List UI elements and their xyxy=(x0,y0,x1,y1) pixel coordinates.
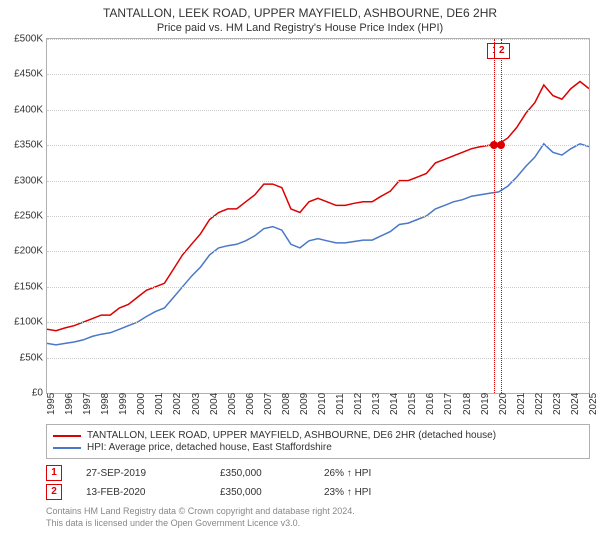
x-axis-label: 2002 xyxy=(172,393,183,415)
sale-marker-box: 2 xyxy=(494,43,510,59)
data-row: 1 27-SEP-2019 £350,000 26% ↑ HPI xyxy=(46,465,590,481)
x-axis-label: 2008 xyxy=(281,393,292,415)
x-axis-label: 2021 xyxy=(516,393,527,415)
x-axis-label: 2019 xyxy=(480,393,491,415)
gridline-h xyxy=(47,251,589,252)
y-axis-label: £500K xyxy=(3,34,43,45)
gridline-h xyxy=(47,74,589,75)
footer-line-2: This data is licensed under the Open Gov… xyxy=(46,518,590,530)
x-axis-label: 2024 xyxy=(570,393,581,415)
y-axis-label: £100K xyxy=(3,317,43,328)
x-axis-label: 1998 xyxy=(100,393,111,415)
x-axis-label: 2015 xyxy=(407,393,418,415)
data-row-price: £350,000 xyxy=(220,487,300,498)
x-axis-label: 2009 xyxy=(299,393,310,415)
x-axis-label: 1997 xyxy=(82,393,93,415)
footer: Contains HM Land Registry data © Crown c… xyxy=(46,506,590,529)
data-row-date: 27-SEP-2019 xyxy=(86,468,196,479)
series-line xyxy=(47,82,589,331)
footer-line-1: Contains HM Land Registry data © Crown c… xyxy=(46,506,590,518)
chart-titles: TANTALLON, LEEK ROAD, UPPER MAYFIELD, AS… xyxy=(0,0,600,34)
x-axis-label: 1999 xyxy=(118,393,129,415)
y-axis-label: £250K xyxy=(3,211,43,222)
x-axis-label: 2007 xyxy=(263,393,274,415)
sale-marker-line xyxy=(494,39,495,393)
legend-row-2: HPI: Average price, detached house, East… xyxy=(53,442,583,453)
y-axis-label: £200K xyxy=(3,246,43,257)
y-axis-label: £400K xyxy=(3,104,43,115)
x-axis-label: 2017 xyxy=(443,393,454,415)
x-axis-label: 2012 xyxy=(353,393,364,415)
chart-area: £0£50K£100K£150K£200K£250K£300K£350K£400… xyxy=(46,38,590,418)
chart-container: { "chart": { "type": "line", "title_main… xyxy=(0,0,600,560)
gridline-h xyxy=(47,39,589,40)
series-line xyxy=(47,144,589,345)
x-axis-label: 2006 xyxy=(245,393,256,415)
y-axis-label: £50K xyxy=(3,352,43,363)
data-row-index: 2 xyxy=(46,484,62,500)
y-axis-label: £300K xyxy=(3,175,43,186)
gridline-h xyxy=(47,287,589,288)
legend-text-2: HPI: Average price, detached house, East… xyxy=(87,442,332,453)
data-row-index: 1 xyxy=(46,465,62,481)
data-row-pct: 23% ↑ HPI xyxy=(324,487,414,498)
data-row-pct: 26% ↑ HPI xyxy=(324,468,414,479)
gridline-h xyxy=(47,181,589,182)
chart-title: TANTALLON, LEEK ROAD, UPPER MAYFIELD, AS… xyxy=(0,6,600,20)
data-rows: 1 27-SEP-2019 £350,000 26% ↑ HPI 2 13-FEB-202… xyxy=(0,465,600,500)
plot-area: £0£50K£100K£150K£200K£250K£300K£350K£400… xyxy=(46,38,590,394)
y-axis-label: £450K xyxy=(3,69,43,80)
legend-box: TANTALLON, LEEK ROAD, UPPER MAYFIELD, AS… xyxy=(46,424,590,459)
data-row: 2 13-FEB-2020 £350,000 23% ↑ HPI xyxy=(46,484,590,500)
gridline-h xyxy=(47,145,589,146)
x-axis-label: 2004 xyxy=(209,393,220,415)
x-axis-label: 2000 xyxy=(136,393,147,415)
x-axis-label: 2010 xyxy=(317,393,328,415)
x-axis-label: 2023 xyxy=(552,393,563,415)
gridline-h xyxy=(47,216,589,217)
x-axis-label: 2018 xyxy=(462,393,473,415)
gridline-h xyxy=(47,358,589,359)
x-axis-label: 2011 xyxy=(335,393,346,415)
legend-swatch-1 xyxy=(53,435,81,437)
legend-swatch-2 xyxy=(53,447,81,449)
y-axis-label: £350K xyxy=(3,140,43,151)
sale-marker-dot xyxy=(497,141,505,149)
legend-row-1: TANTALLON, LEEK ROAD, UPPER MAYFIELD, AS… xyxy=(53,430,583,441)
y-axis-label: £0 xyxy=(3,388,43,399)
x-axis-label: 2020 xyxy=(498,393,509,415)
data-row-price: £350,000 xyxy=(220,468,300,479)
x-axis-label: 2025 xyxy=(588,393,599,415)
gridline-h xyxy=(47,110,589,111)
x-axis-label: 2016 xyxy=(425,393,436,415)
x-axis-label: 2022 xyxy=(534,393,545,415)
x-axis-label: 2014 xyxy=(389,393,400,415)
y-axis-label: £150K xyxy=(3,281,43,292)
legend-text-1: TANTALLON, LEEK ROAD, UPPER MAYFIELD, AS… xyxy=(87,430,496,441)
x-axis-label: 2005 xyxy=(227,393,238,415)
sale-marker-line xyxy=(501,39,502,393)
x-axis-label: 2001 xyxy=(154,393,165,415)
data-row-date: 13-FEB-2020 xyxy=(86,487,196,498)
x-axis-label: 1995 xyxy=(46,393,57,415)
x-axis-label: 2003 xyxy=(191,393,202,415)
x-axis-label: 2013 xyxy=(371,393,382,415)
chart-subtitle: Price paid vs. HM Land Registry's House … xyxy=(0,22,600,34)
x-axis-label: 1996 xyxy=(64,393,75,415)
gridline-h xyxy=(47,322,589,323)
